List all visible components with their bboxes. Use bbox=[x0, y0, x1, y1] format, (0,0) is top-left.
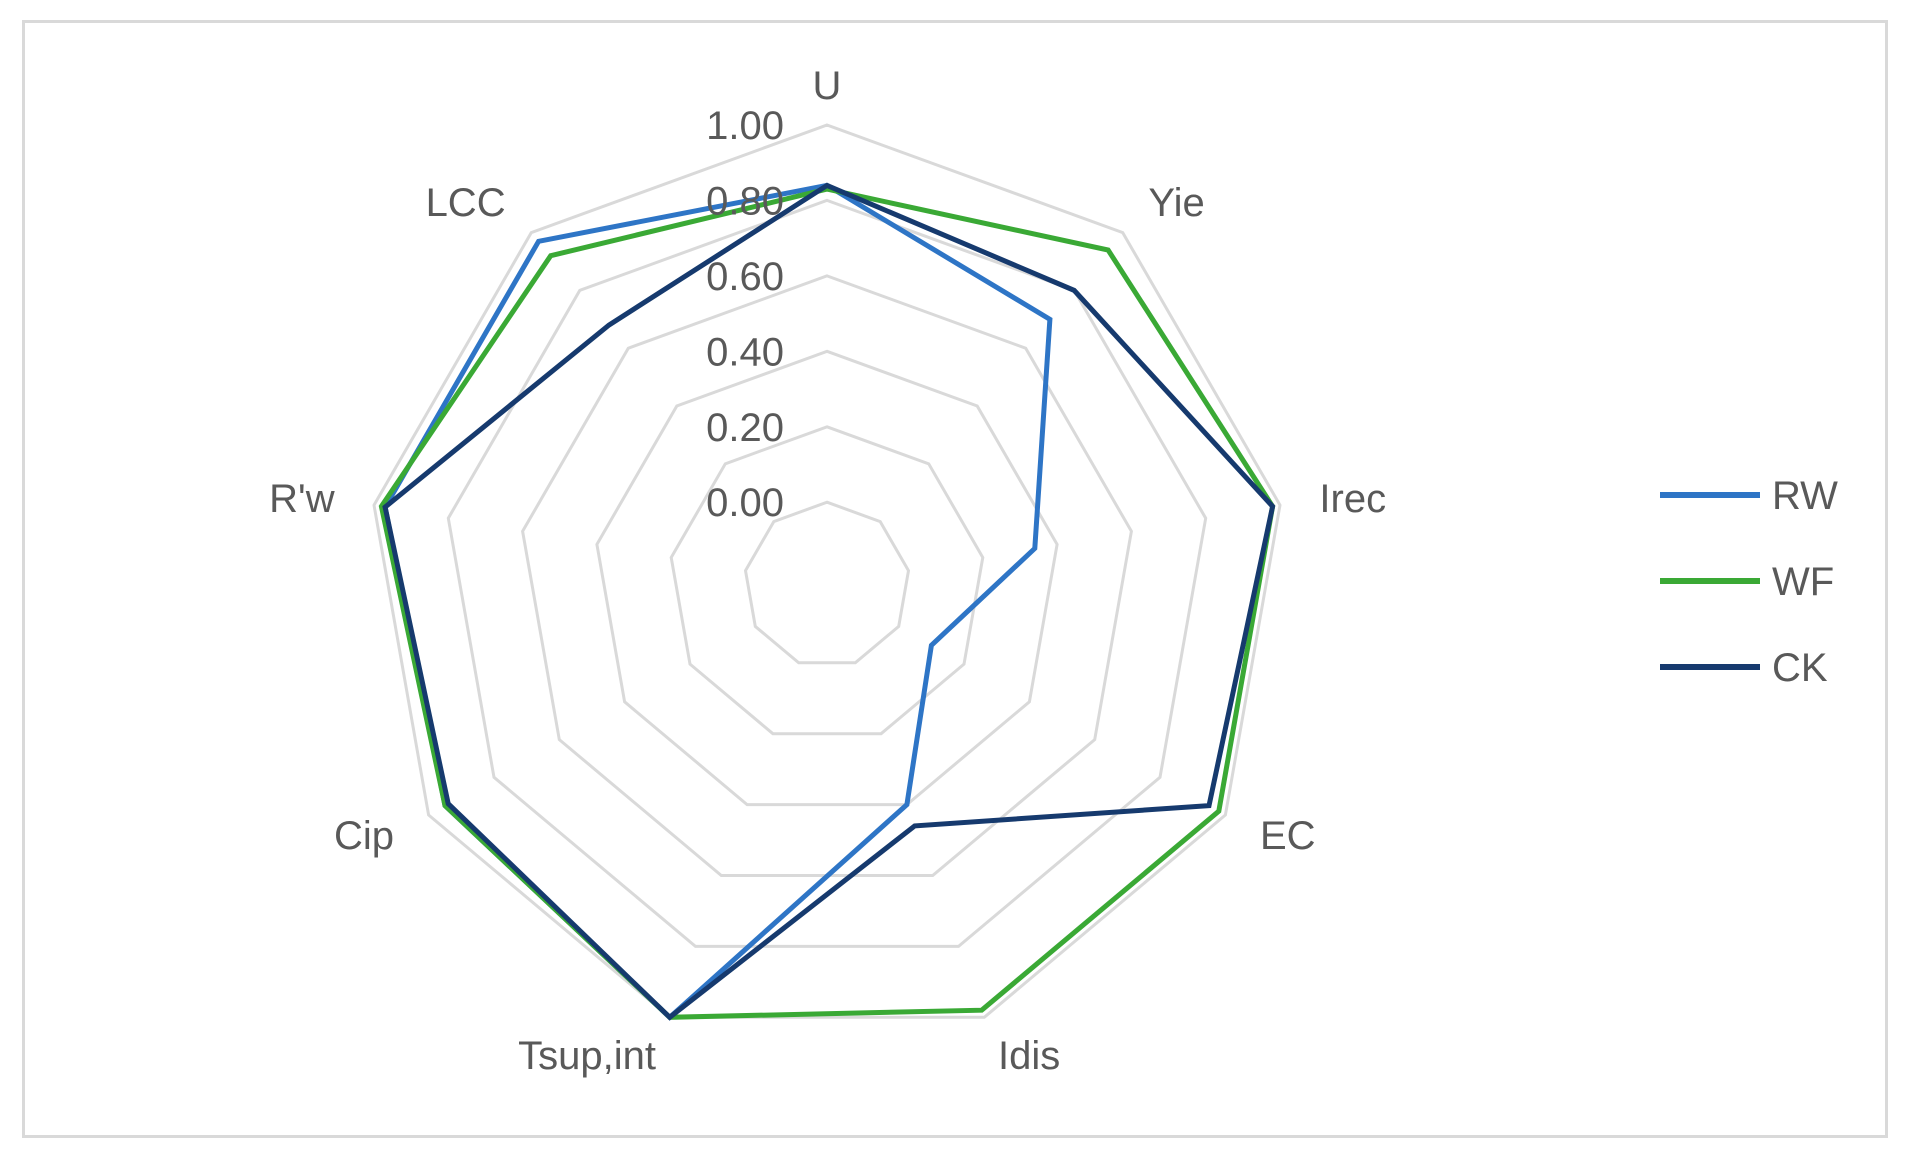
tick-label-2: 0.40 bbox=[706, 330, 784, 374]
grid-ring-5 bbox=[372, 123, 1282, 1019]
grid-ring-3 bbox=[521, 274, 1133, 877]
axis-labels: U Yie Irec EC Idis Tsup,int Cip R'w LCC bbox=[269, 64, 1386, 1078]
grid-ring-2 bbox=[595, 349, 1059, 807]
axis-label-u: U bbox=[813, 64, 842, 108]
series-rw-line bbox=[382, 182, 1053, 1021]
axis-label-ec: EC bbox=[1260, 814, 1316, 858]
tick-label-4: 0.80 bbox=[706, 179, 784, 223]
axis-label-cip: Cip bbox=[334, 814, 394, 858]
axis-label-irec: Irec bbox=[1319, 477, 1386, 521]
axis-label-r-w: R'w bbox=[269, 477, 335, 521]
tick-label-3: 0.60 bbox=[706, 255, 784, 299]
grid-ring-0 bbox=[743, 500, 911, 665]
tick-label-1: 0.20 bbox=[706, 406, 784, 450]
axis-label-lcc: LCC bbox=[426, 181, 506, 225]
radial-tick-labels: 0.00 0.20 0.40 0.60 0.80 1.00 bbox=[706, 104, 784, 525]
legend-label-ck: CK bbox=[1772, 646, 1828, 690]
legend-label-wf: WF bbox=[1772, 560, 1834, 604]
grid-ring-1 bbox=[669, 425, 985, 736]
legend-label-rw: RW bbox=[1772, 474, 1838, 518]
axis-label-idis: Idis bbox=[998, 1034, 1060, 1078]
series-wf-line bbox=[378, 186, 1276, 1020]
tick-label-0: 0.00 bbox=[706, 481, 784, 525]
chart-frame bbox=[22, 20, 1888, 1138]
tick-label-5: 1.00 bbox=[706, 104, 784, 148]
axis-label-yie: Yie bbox=[1148, 181, 1204, 225]
radar-series bbox=[378, 182, 1276, 1021]
legend: RW WF CK bbox=[1660, 474, 1838, 690]
axis-label-tsup-int: Tsup,int bbox=[518, 1034, 656, 1078]
radar-grid bbox=[372, 123, 1282, 1019]
series-ck-line bbox=[382, 182, 1276, 1021]
